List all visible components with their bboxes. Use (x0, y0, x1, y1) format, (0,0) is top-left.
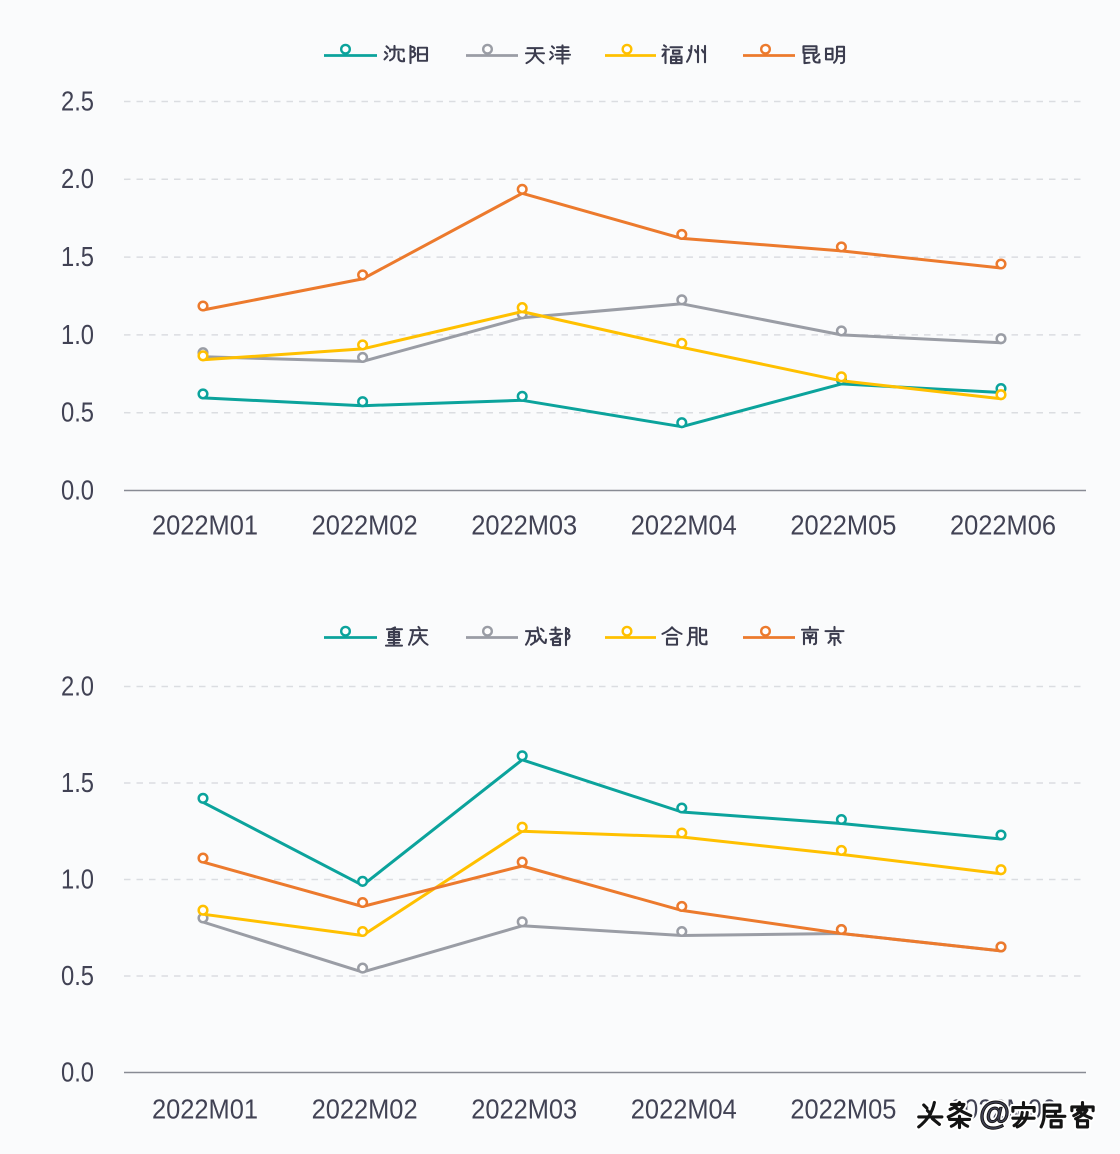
svg-text:0.0: 0.0 (61, 1056, 94, 1087)
svg-text:0.0: 0.0 (61, 474, 94, 505)
svg-text:2022M05: 2022M05 (790, 1093, 896, 1124)
svg-text:2022M02: 2022M02 (312, 509, 418, 540)
svg-text:2.5: 2.5 (61, 85, 94, 116)
svg-text:1.5: 1.5 (61, 767, 94, 798)
svg-text:2022M01: 2022M01 (152, 1093, 258, 1124)
svg-text:@: @ (979, 1095, 1010, 1131)
svg-text:@: @ (979, 1095, 1010, 1131)
svg-text:1.0: 1.0 (61, 319, 94, 350)
svg-text:1.5: 1.5 (61, 241, 94, 272)
svg-text:2.0: 2.0 (61, 163, 94, 194)
svg-text:2022M03: 2022M03 (471, 509, 577, 540)
svg-text:2022M06: 2022M06 (950, 509, 1056, 540)
svg-text:2022M03: 2022M03 (471, 1093, 577, 1124)
svg-text:2022M05: 2022M05 (790, 509, 896, 540)
svg-text:2022M01: 2022M01 (152, 509, 258, 540)
svg-text:2022M04: 2022M04 (631, 1093, 737, 1124)
svg-text:2.0: 2.0 (61, 670, 94, 701)
svg-text:2022M04: 2022M04 (631, 509, 737, 540)
svg-text:1.0: 1.0 (61, 863, 94, 894)
svg-text:2022M02: 2022M02 (312, 1093, 418, 1124)
svg-text:0.5: 0.5 (61, 397, 94, 428)
svg-text:0.5: 0.5 (61, 960, 94, 991)
